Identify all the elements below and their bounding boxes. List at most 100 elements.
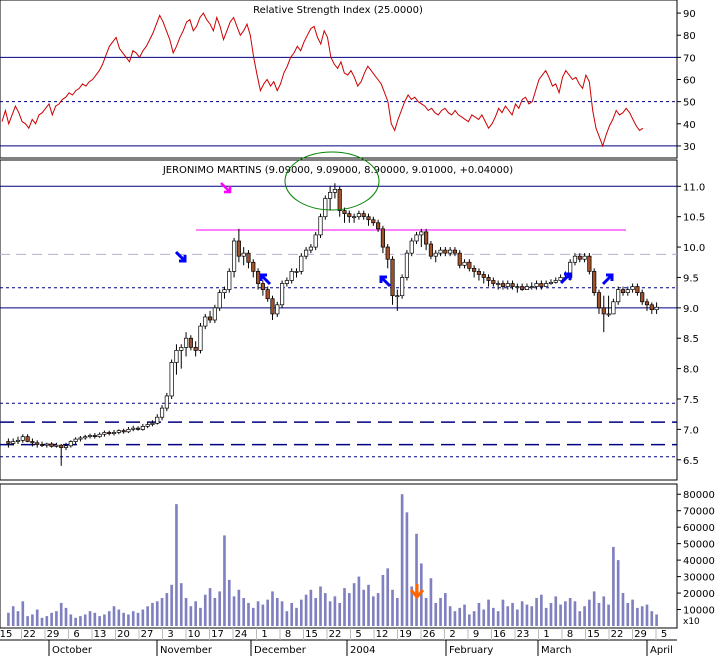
volume-bar <box>415 533 418 626</box>
volume-bar <box>199 607 202 626</box>
volume-bar <box>141 609 145 626</box>
candle-body <box>443 249 448 254</box>
x-day-label: 15 <box>305 629 318 640</box>
volume-bar <box>98 616 101 626</box>
candle-body <box>414 234 419 242</box>
candle-body <box>217 292 222 309</box>
x-day-label: 22 <box>329 629 342 640</box>
x-day-label: 13 <box>94 629 107 640</box>
candle-body <box>308 246 313 251</box>
volume-bar <box>371 596 375 626</box>
candle-body <box>409 240 414 254</box>
volume-bar <box>333 596 337 626</box>
volume-bar <box>136 612 140 626</box>
volume-bar <box>631 599 634 626</box>
rsi-tick-label: 30 <box>683 142 696 153</box>
volume-bar <box>578 611 582 626</box>
x-day-label: 22 <box>23 629 36 640</box>
candle-body <box>212 307 217 321</box>
volume-bar <box>525 604 529 626</box>
price-panel: JERONIMO MARTINS (9.09000, 9.09000, 8.90… <box>0 151 705 481</box>
x-day-label: 22 <box>611 629 624 640</box>
candle-body <box>500 283 506 287</box>
volume-bar <box>573 601 577 626</box>
candle-body <box>251 261 256 272</box>
candle-body <box>179 346 184 351</box>
volume-bar <box>83 614 87 626</box>
candle-body <box>198 325 203 351</box>
candle-body <box>400 277 405 297</box>
x-month-label: February <box>449 645 493 656</box>
volume-bar <box>117 609 121 626</box>
candle-body <box>59 444 64 448</box>
candle-body <box>486 277 491 281</box>
x-day-label: 19 <box>399 629 412 640</box>
volume-bar <box>266 599 270 626</box>
rsi-tick-label: 90 <box>683 9 696 20</box>
volume-bar <box>328 601 332 626</box>
volume-bar <box>434 602 438 626</box>
volume-bar <box>506 606 510 626</box>
candle-body <box>92 435 97 438</box>
volume-bar <box>463 604 466 626</box>
volume-bar <box>501 599 505 626</box>
volume-bar <box>655 614 658 626</box>
volume-bar <box>146 606 149 626</box>
candle-body <box>515 286 520 288</box>
candle-body <box>159 407 165 418</box>
volume-bar <box>520 601 524 626</box>
volume-bar <box>319 586 322 626</box>
volume-bar <box>26 616 29 626</box>
volume-bar <box>50 612 53 626</box>
x-day-label: 29 <box>47 629 60 640</box>
volume-tick-label: 40000 <box>683 556 715 567</box>
volume-bars <box>7 494 658 626</box>
volume-bar <box>314 598 318 626</box>
x-month-label: 2004 <box>350 645 375 656</box>
candle-body <box>135 427 141 430</box>
x-axis: 15 22 29 6 13 20 27 3 10 17 24 1 8 15 22 5 12 19 26 2 9 16 23 1… <box>0 628 677 656</box>
candle-body <box>601 307 606 315</box>
volume-bar <box>477 602 481 626</box>
candle-body <box>587 255 592 272</box>
candle-body <box>428 243 434 257</box>
x-day-label: 15 <box>587 629 600 640</box>
candle-body <box>380 228 385 248</box>
rsi-reference-lines <box>0 56 677 147</box>
volume-bar <box>496 611 500 626</box>
candle-body <box>183 337 189 348</box>
candle-body <box>395 295 400 298</box>
volume-bar <box>232 596 236 626</box>
volume-bar <box>549 602 553 626</box>
volume-bar <box>616 560 620 626</box>
x-day-label: 23 <box>517 629 530 640</box>
x-day-label: 8 <box>285 629 291 640</box>
volume-bar <box>227 579 231 626</box>
x-day-label: 5 <box>355 629 361 640</box>
candle-body <box>457 252 462 266</box>
volume-bar <box>45 616 49 626</box>
price-tick-label: 7.5 <box>683 395 699 406</box>
volume-panel: 10000 20000 30000 40000 50000 60000 70000 80000… <box>0 483 715 629</box>
volume-bar <box>122 612 125 626</box>
x-day-label: 27 <box>141 629 154 640</box>
volume-bar <box>453 611 457 626</box>
candle-body <box>73 438 78 442</box>
price-tick-label: 9.5 <box>683 273 699 284</box>
volume-bar <box>357 576 361 626</box>
candle-body <box>491 280 496 284</box>
volume-spike-arrow-icon <box>409 584 425 600</box>
volume-bar <box>535 598 538 626</box>
volume-bar <box>444 593 447 626</box>
price-tick-label: 9.0 <box>683 304 699 315</box>
candle-body <box>644 301 650 306</box>
candle-body <box>361 213 366 218</box>
candle-body <box>438 249 443 254</box>
volume-bar <box>592 591 596 626</box>
price-tick-label: 8.0 <box>683 365 699 376</box>
volume-bar <box>448 606 452 626</box>
volume-bar <box>21 601 25 626</box>
price-tick-label: 10.0 <box>683 243 705 254</box>
